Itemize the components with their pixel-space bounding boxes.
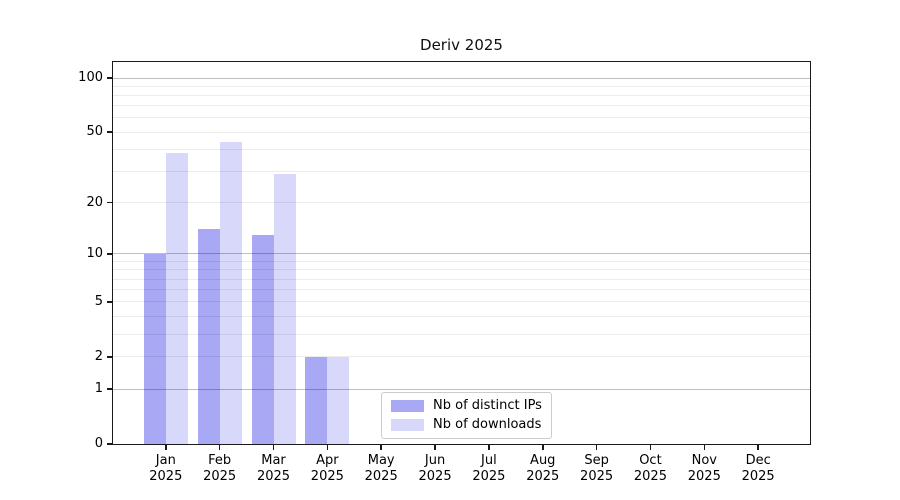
bar-nb-of-distinct-ips-apr <box>305 356 328 444</box>
x-tick-mark <box>488 444 490 450</box>
x-tick-mark <box>380 444 382 450</box>
y-tick-label: 5 <box>94 293 103 309</box>
y-tick-mark <box>107 356 113 358</box>
x-tick-mark <box>272 444 275 450</box>
bar-nb-of-downloads-apr <box>327 356 350 444</box>
x-tick-mark <box>595 444 598 450</box>
minor-gridline <box>113 333 810 335</box>
y-tick-label: 100 <box>78 70 103 85</box>
major-gridline <box>113 77 810 79</box>
x-tick-mark <box>703 444 706 450</box>
y-tick-mark <box>107 388 113 390</box>
minor-gridline <box>113 202 810 204</box>
y-tick-label: 50 <box>86 124 103 140</box>
minor-gridline <box>113 95 810 96</box>
legend-swatch-downloads <box>391 418 424 431</box>
minor-gridline <box>113 289 810 291</box>
minor-gridline <box>113 260 810 262</box>
minor-gridline <box>113 315 810 317</box>
y-tick-mark <box>107 77 113 79</box>
x-tick-label: Nov 2025 <box>687 453 721 484</box>
bar-nb-of-distinct-ips-mar <box>251 234 274 444</box>
x-tick-mark <box>326 444 329 450</box>
bar-nb-of-distinct-ips-jan <box>143 253 166 444</box>
x-tick-label: Aug 2025 <box>526 453 560 484</box>
x-tick-label: Jul 2025 <box>472 453 506 484</box>
y-tick-label: 20 <box>86 194 103 210</box>
y-tick-mark <box>107 301 113 303</box>
legend-item-downloads: Nb of downloads <box>391 417 542 432</box>
legend: Nb of distinct IPs Nb of downloads <box>381 392 552 439</box>
major-gridline <box>113 388 810 390</box>
x-tick-label: Dec 2025 <box>741 453 775 484</box>
x-tick-label: May 2025 <box>364 453 398 484</box>
y-tick-label: 10 <box>86 245 103 261</box>
x-tick-label: Jan 2025 <box>149 453 183 484</box>
y-tick-mark <box>107 443 113 445</box>
y-tick-label: 1 <box>94 381 103 397</box>
x-tick-mark <box>649 444 652 450</box>
y-tick-mark <box>107 201 113 204</box>
minor-gridline <box>113 171 810 173</box>
chart-title: Deriv 2025 <box>420 36 503 54</box>
x-tick-label: Apr 2025 <box>310 453 344 484</box>
minor-gridline <box>113 356 810 358</box>
y-tick-label: 0 <box>94 436 103 451</box>
minor-gridline <box>113 149 810 150</box>
x-tick-mark <box>542 444 544 450</box>
minor-gridline <box>113 301 810 303</box>
legend-swatch-distinct-ips <box>391 399 424 412</box>
legend-label-downloads: Nb of downloads <box>433 417 542 432</box>
minor-gridline <box>113 278 810 280</box>
x-tick-label: Oct 2025 <box>633 453 667 484</box>
bar-nb-of-downloads-feb <box>219 142 242 444</box>
bar-nb-of-distinct-ips-feb <box>197 229 220 444</box>
minor-gridline <box>113 131 810 133</box>
x-tick-label: Mar 2025 <box>256 453 291 484</box>
x-tick-mark <box>218 444 221 450</box>
minor-gridline <box>113 269 810 271</box>
x-tick-label: Jun 2025 <box>418 453 452 484</box>
y-tick-label: 2 <box>94 348 103 364</box>
x-tick-label: Sep 2025 <box>580 453 614 484</box>
legend-label-distinct-ips: Nb of distinct IPs <box>433 398 542 413</box>
minor-gridline <box>113 85 810 87</box>
minor-gridline <box>113 117 810 119</box>
bar-nb-of-downloads-mar <box>273 174 296 444</box>
x-tick-label: Feb 2025 <box>203 453 237 484</box>
legend-item-distinct-ips: Nb of distinct IPs <box>391 398 542 413</box>
y-tick-mark <box>107 253 113 255</box>
x-tick-mark <box>434 444 436 450</box>
x-tick-mark <box>165 444 167 450</box>
major-gridline <box>113 253 810 255</box>
minor-gridline <box>113 105 810 107</box>
bar-nb-of-downloads-jan <box>165 153 188 444</box>
x-tick-mark <box>757 444 759 450</box>
plot-area: Nb of distinct IPs Nb of downloads 100 50… <box>78 61 811 484</box>
y-tick-mark <box>107 131 113 133</box>
